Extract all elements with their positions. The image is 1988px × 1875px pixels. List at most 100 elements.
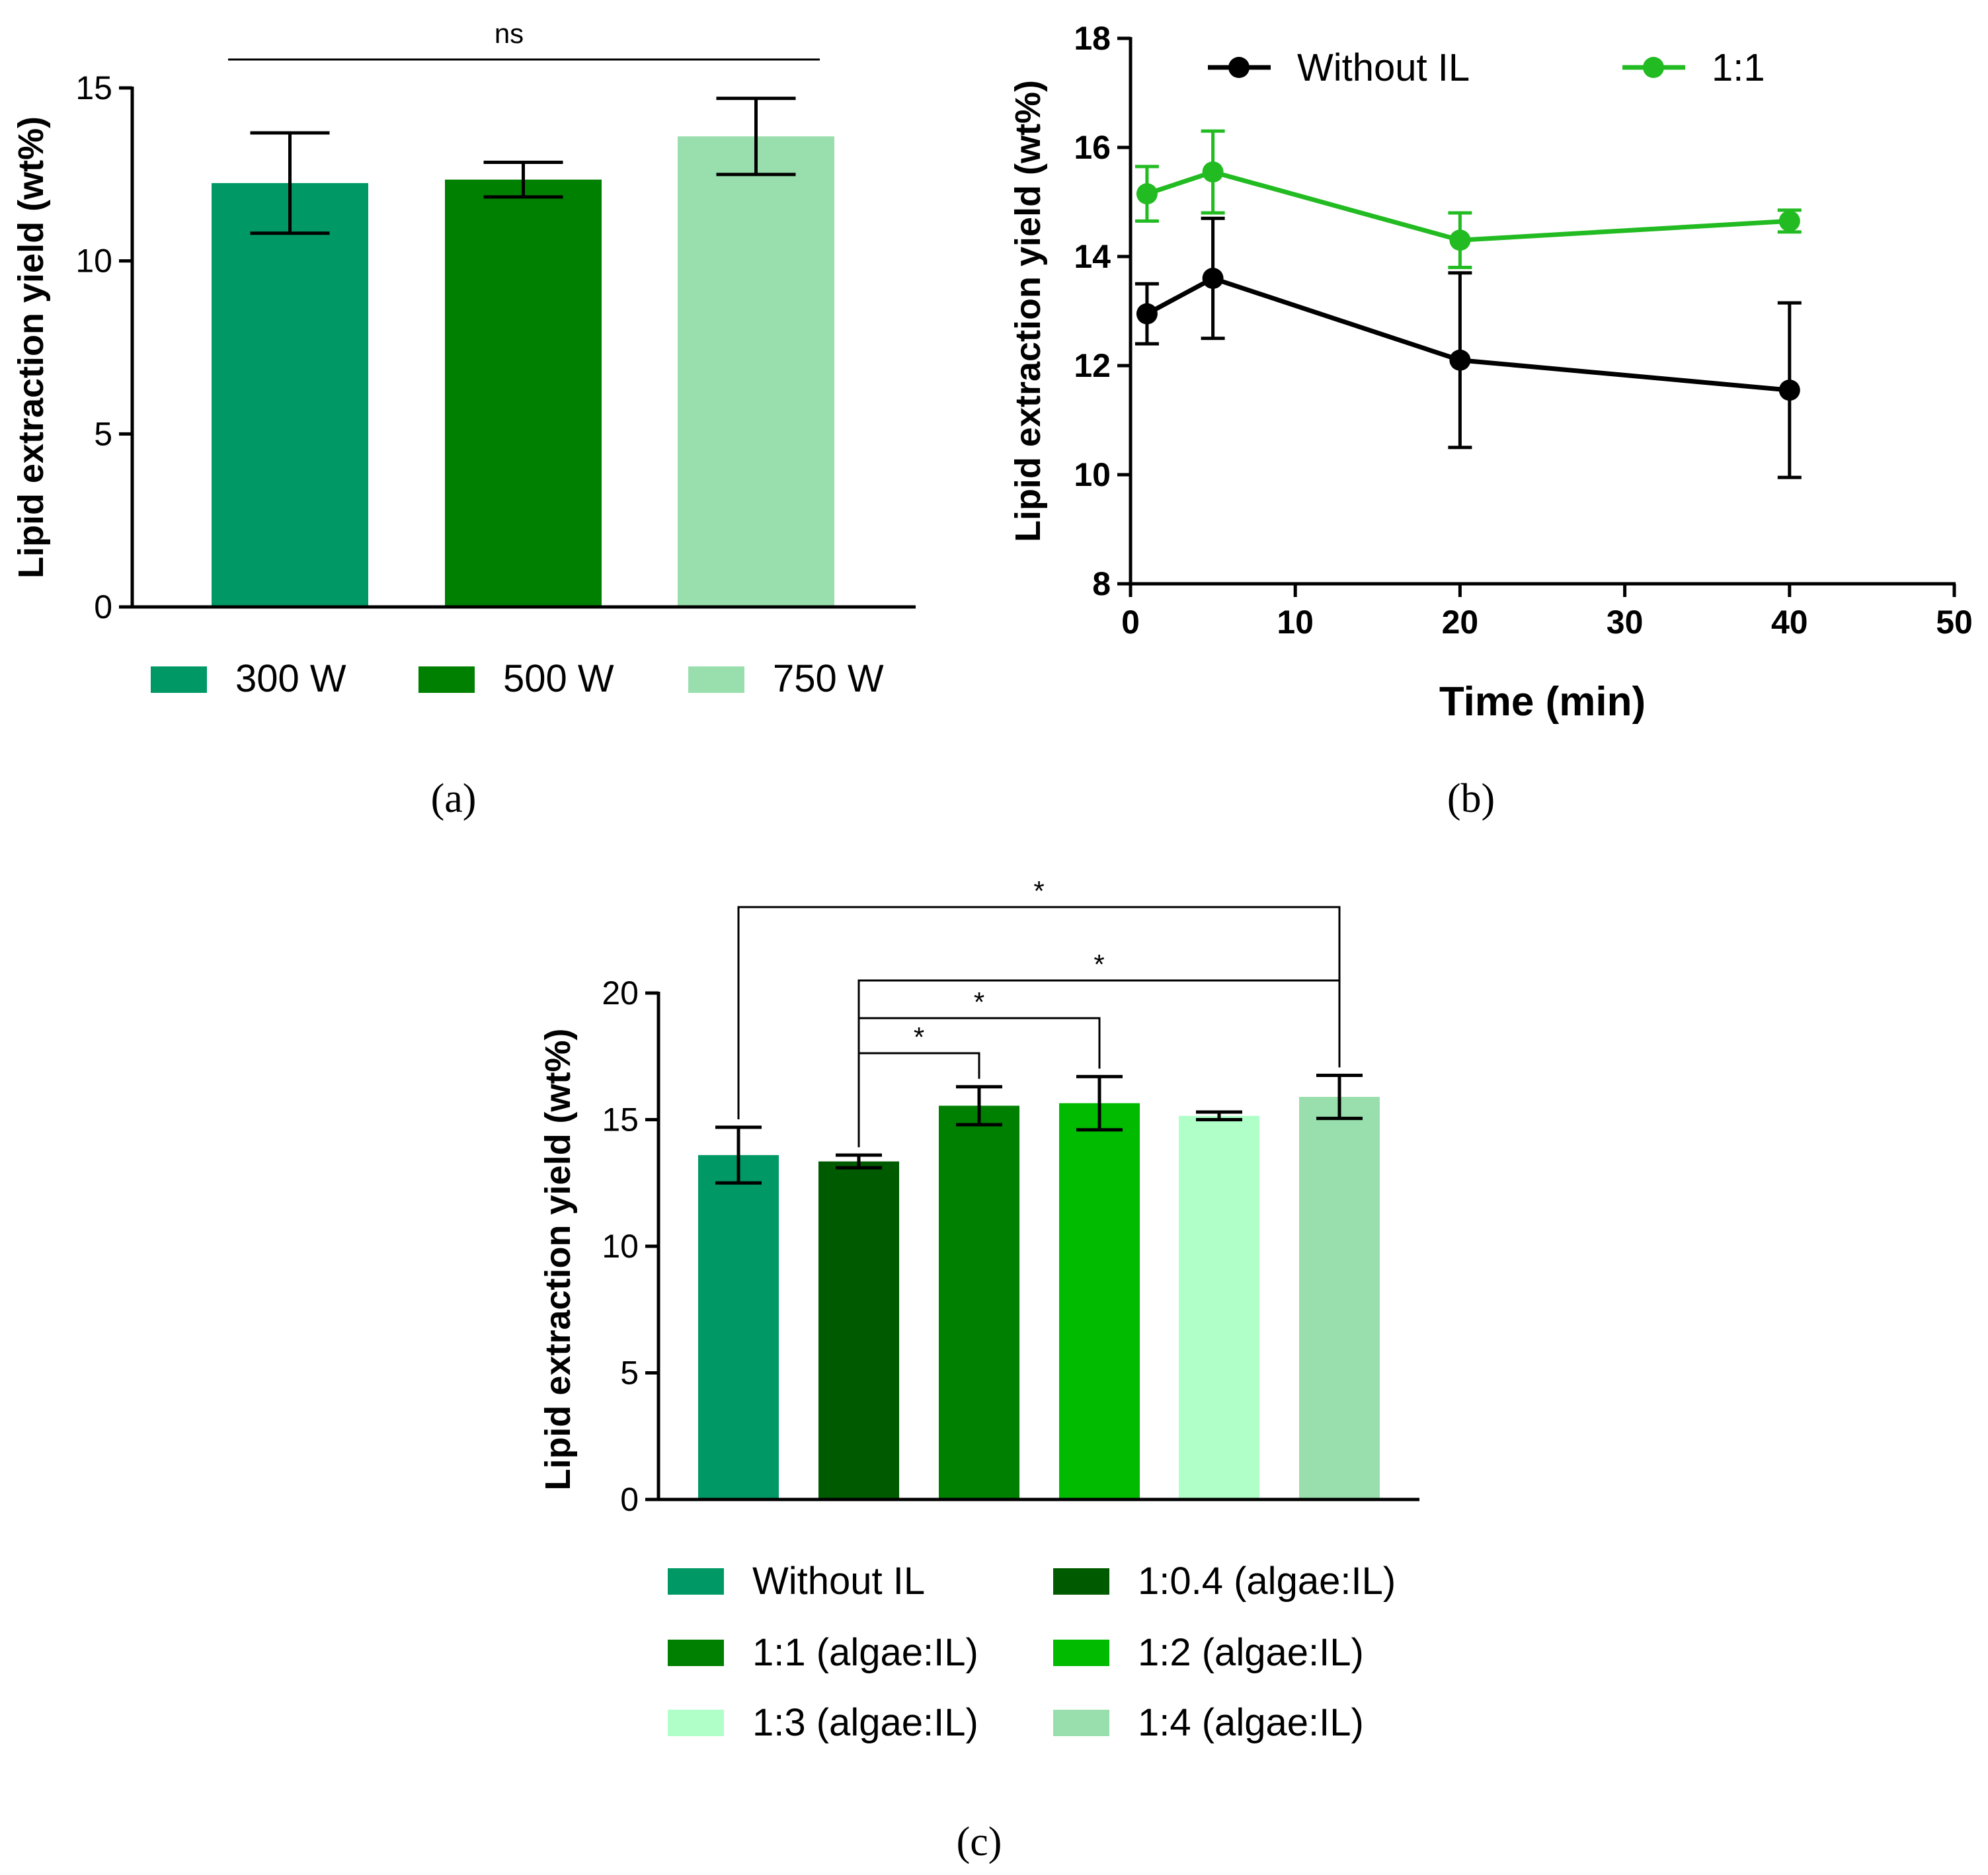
bar-3 [939, 1105, 1019, 1499]
legend-item-3: 1:1 (algae:IL) [668, 1631, 978, 1674]
y-axis-title: Lipid extraction yield (wt%) [538, 1028, 578, 1490]
y-tick-label: 8 [1092, 565, 1111, 602]
legend-swatch [688, 666, 744, 693]
y-tick-label: 5 [94, 415, 112, 452]
bar-5 [1179, 1115, 1259, 1499]
legend-swatch [151, 666, 207, 693]
legend-label: 1:2 (algae:IL) [1138, 1631, 1364, 1674]
y-tick-label: 15 [75, 69, 112, 106]
legend-swatch [1053, 1568, 1109, 1595]
legend-label: 1:1 (algae:IL) [752, 1631, 978, 1674]
panel-a: 0 5 10 15 Lipid extraction yield (wt%) ns 300 … [11, 18, 916, 821]
panel-c: 0 5 10 15 20 Lipid extraction yield (wt%) * * * *… [538, 875, 1419, 1864]
y-axis-title: Lipid extraction yield (wt%) [1008, 80, 1048, 542]
y-tick-label: 20 [602, 975, 639, 1012]
legend-item-6: 1:4 (algae:IL) [1053, 1701, 1364, 1744]
y-tick-label: 0 [620, 1481, 639, 1518]
significance-bracket-4: * [737, 875, 1341, 1119]
bar-2 [818, 1161, 899, 1499]
legend-label: 750 W [773, 657, 884, 700]
legend-item-2: 1:1 [1622, 46, 1765, 89]
data-point [1778, 210, 1800, 232]
legend-label: 500 W [503, 657, 614, 700]
x-axis-title: Time (min) [1439, 679, 1646, 725]
significance-label: * [914, 1021, 924, 1053]
legend-swatch [668, 1640, 724, 1666]
legend-swatch [668, 1710, 724, 1736]
bar-4 [1059, 1103, 1140, 1499]
bar-3 [678, 136, 834, 607]
series-line [1146, 276, 1790, 393]
caption-b: (b) [1447, 776, 1495, 821]
legend-item-1: Without IL [668, 1560, 925, 1603]
legend-label: 1:3 (algae:IL) [752, 1701, 978, 1744]
legend-label: 1:4 (algae:IL) [1138, 1701, 1364, 1744]
significance-label: * [1033, 875, 1044, 906]
y-tick-label: 15 [602, 1101, 639, 1138]
error-bar-4 [1076, 1074, 1123, 1132]
y-axis-title: Lipid extraction yield (wt%) [11, 116, 51, 578]
legend-label: 1:0.4 (algae:IL) [1138, 1560, 1396, 1603]
series-line [1146, 169, 1790, 243]
legend-swatch [668, 1568, 724, 1595]
panel-b: 8 10 12 14 16 18 0 10 20 30 40 50 Time (min) Lipid ex… [1008, 20, 1973, 821]
caption-c: (c) [957, 1819, 1002, 1864]
significance-label: * [974, 986, 984, 1017]
y-tick-label: 10 [602, 1228, 639, 1265]
data-point [1202, 161, 1224, 183]
y-tick-label: 18 [1074, 20, 1111, 57]
legend-swatch [1053, 1640, 1109, 1666]
legend-item-2: 1:0.4 (algae:IL) [1053, 1560, 1396, 1603]
error-bar-6 [1316, 1073, 1363, 1121]
y-tick-label: 12 [1074, 347, 1111, 384]
bar-1 [698, 1155, 779, 1499]
data-point [1449, 229, 1471, 251]
legend-label: 300 W [235, 657, 346, 700]
legend-swatch [1053, 1710, 1109, 1736]
y-tick-label: 16 [1074, 129, 1111, 166]
y-tick-label: 10 [75, 243, 112, 280]
legend-label: 1:1 [1712, 46, 1765, 89]
ns-label: ns [495, 18, 524, 49]
bar-1 [212, 182, 368, 608]
significance-label: * [1093, 949, 1104, 980]
legend-item-2: 500 W [418, 657, 614, 700]
bar-2 [445, 179, 602, 607]
legend-item-3: 750 W [688, 657, 884, 700]
y-tick-label: 14 [1074, 238, 1111, 275]
data-point [1136, 183, 1158, 205]
x-tick-label: 50 [1936, 604, 1973, 641]
caption-a: (a) [431, 776, 477, 821]
error-bar-3 [716, 97, 796, 177]
x-tick-label: 30 [1607, 604, 1644, 641]
series-1-1 [1134, 129, 1802, 269]
error-bar-2 [836, 1153, 882, 1170]
x-tick-label: 20 [1442, 604, 1479, 641]
legend-marker [1643, 57, 1664, 78]
bar-6 [1299, 1097, 1380, 1499]
legend-item-1: 300 W [151, 657, 346, 700]
x-tick-label: 40 [1771, 604, 1808, 641]
error-bar-3 [956, 1085, 1002, 1127]
error-bar-5 [1196, 1110, 1242, 1121]
data-point [1778, 379, 1800, 401]
error-bar-2 [483, 161, 563, 199]
legend-label: Without IL [1297, 46, 1470, 89]
error-bar-1 [250, 131, 330, 235]
legend-item-4: 1:2 (algae:IL) [1053, 1631, 1364, 1674]
legend-swatch [418, 666, 475, 693]
data-point [1136, 303, 1158, 325]
data-point [1449, 349, 1471, 371]
x-tick-label: 10 [1277, 604, 1314, 641]
data-point [1202, 268, 1224, 289]
y-tick-label: 0 [94, 588, 112, 625]
legend-marker [1228, 57, 1250, 78]
legend-item-1: Without IL [1208, 46, 1470, 89]
legend-label: Without IL [752, 1560, 925, 1603]
error-bar-1 [715, 1125, 762, 1185]
y-tick-label: 5 [620, 1355, 639, 1392]
series-without-il [1134, 216, 1802, 479]
legend-item-5: 1:3 (algae:IL) [668, 1701, 978, 1744]
x-tick-label: 0 [1121, 604, 1140, 641]
